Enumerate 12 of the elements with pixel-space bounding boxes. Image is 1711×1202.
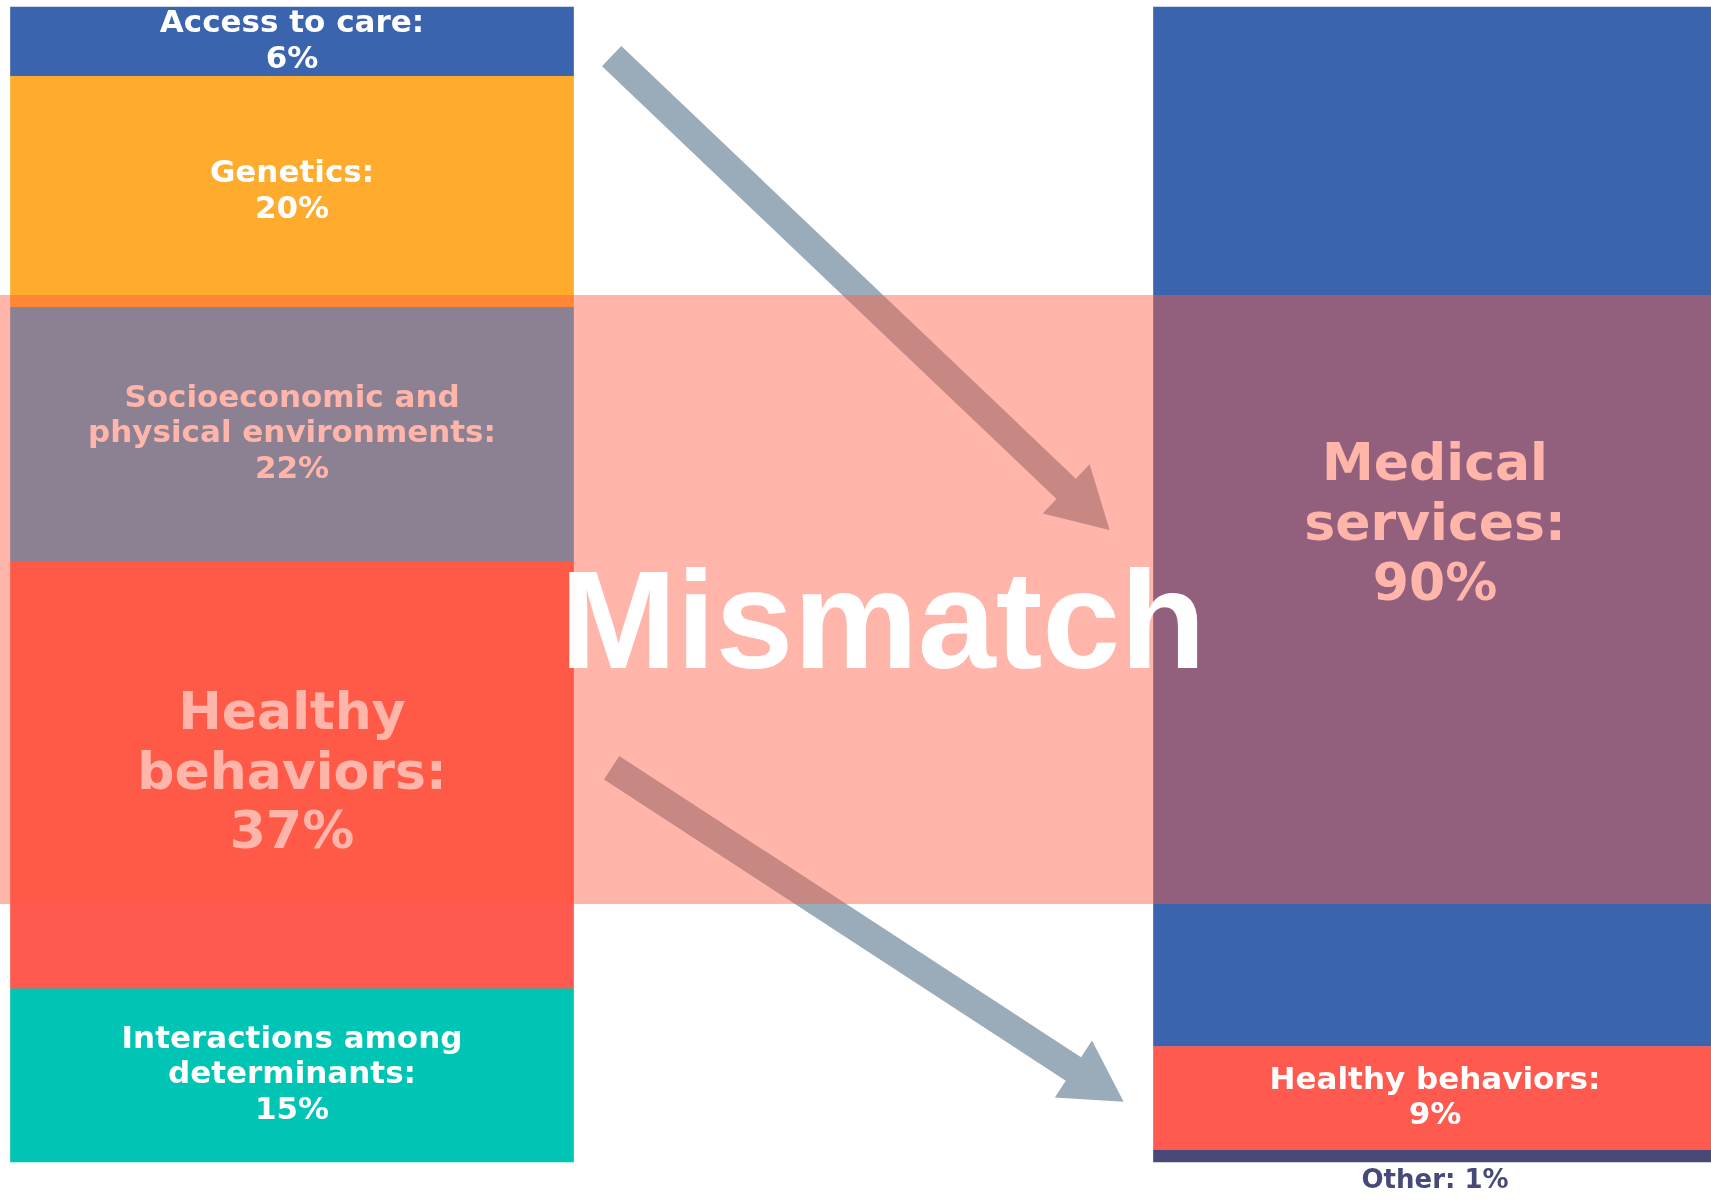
data-label: Interactions among determinants: 15% xyxy=(121,1018,463,1127)
data-label: Socioeconomic and physical environments: 22% xyxy=(88,377,496,486)
data-label: Healthy behaviors: 37% xyxy=(137,680,447,861)
bar xyxy=(10,6,574,77)
data-label: Healthy behaviors: 9% xyxy=(1269,1059,1601,1132)
data-label: Access to care: 6% xyxy=(159,2,425,75)
data-label: Other: 1% xyxy=(1361,1164,1509,1195)
bar xyxy=(10,75,574,308)
bar xyxy=(10,306,574,562)
bar xyxy=(10,988,574,1163)
data-label: Medical services: 90% xyxy=(1304,432,1566,613)
data-label: Genetics: 20% xyxy=(209,153,375,225)
